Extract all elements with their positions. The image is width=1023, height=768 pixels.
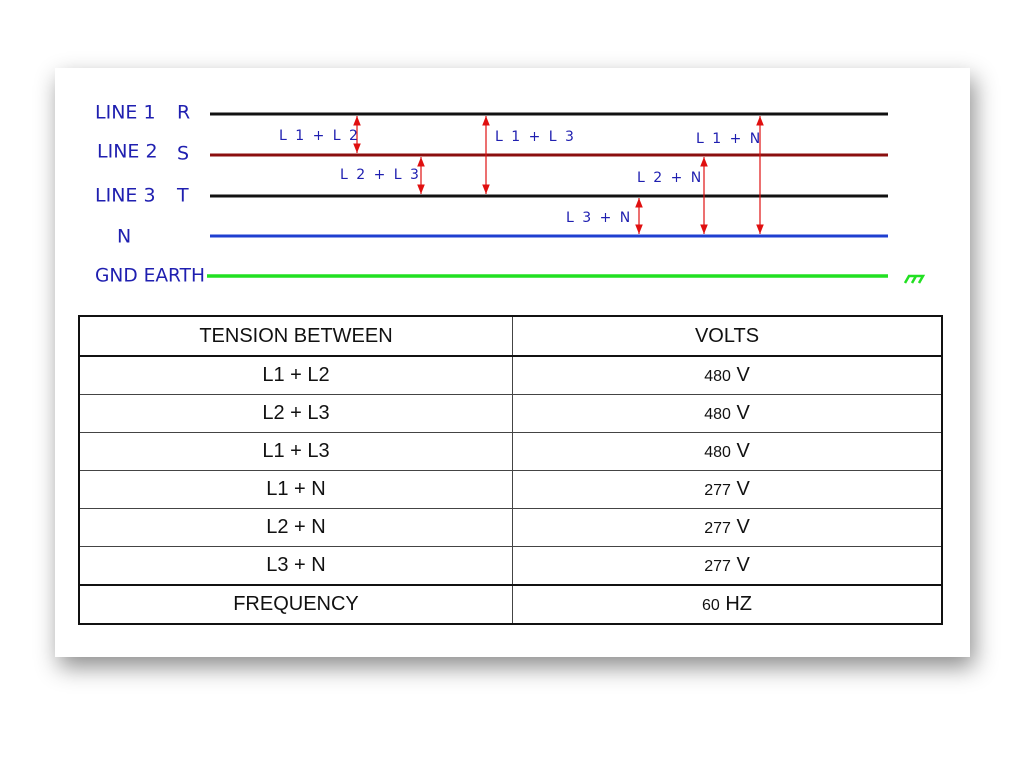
value-number: 277 bbox=[704, 558, 731, 575]
phase-label: S bbox=[177, 143, 189, 165]
label-cell: FREQUENCY bbox=[78, 584, 513, 625]
label-cell: L1 + N bbox=[78, 470, 513, 509]
label-cell: L1 + L3 bbox=[78, 432, 513, 471]
arrow-label: L 2 + L 3 bbox=[340, 167, 421, 183]
arrow-label: L 3 + N bbox=[566, 210, 632, 226]
value-cell: 480 V bbox=[512, 394, 943, 433]
label-cell: L1 + L2 bbox=[78, 355, 513, 395]
value-cell: 277 V bbox=[512, 546, 943, 586]
value-unit: HZ bbox=[725, 593, 753, 615]
table-row: L2 + N 277 V bbox=[78, 508, 943, 547]
value-unit: V bbox=[736, 554, 750, 576]
wiring-diagram: LINE 1 R LINE 2 S LINE 3 T N GND EARTH L… bbox=[95, 102, 926, 287]
value-number: 480 bbox=[704, 406, 731, 423]
arrow-label: L 1 + L 2 bbox=[279, 128, 360, 144]
value-unit: V bbox=[736, 364, 750, 386]
label-cell: L2 + L3 bbox=[78, 394, 513, 433]
value-cell: 480 V bbox=[512, 355, 943, 395]
phase-label: T bbox=[176, 185, 189, 207]
line-label: GND EARTH bbox=[95, 265, 205, 287]
table-row: FREQUENCY 60 HZ bbox=[78, 584, 943, 625]
ground-symbol bbox=[903, 274, 926, 284]
value-unit: V bbox=[736, 516, 750, 538]
value-unit: V bbox=[736, 478, 750, 500]
table-row: L1 + L2 480 V bbox=[78, 355, 943, 395]
line-label: LINE 3 bbox=[95, 185, 156, 207]
value-unit: V bbox=[736, 440, 750, 462]
value-number: 480 bbox=[704, 368, 731, 385]
arrow-label: L 1 + L 3 bbox=[495, 129, 576, 145]
table-row: L1 + N 277 V bbox=[78, 470, 943, 509]
header-cell: TENSION BETWEEN bbox=[78, 315, 513, 357]
line-label: LINE 1 bbox=[95, 102, 156, 124]
value-number: 60 bbox=[701, 597, 720, 614]
label-cell: L2 + N bbox=[78, 508, 513, 547]
table-row: L1 + L3 480 V bbox=[78, 432, 943, 471]
table-row: L3 + N 277 V bbox=[78, 546, 943, 586]
value-number: 277 bbox=[704, 482, 731, 499]
arrow-label: L 2 + N bbox=[637, 170, 703, 186]
value-cell: 60 HZ bbox=[512, 584, 943, 625]
phase-label: R bbox=[177, 102, 190, 124]
value-number: 277 bbox=[704, 520, 731, 537]
value-unit: V bbox=[736, 402, 750, 424]
value-cell: 480 V bbox=[512, 432, 943, 471]
value-cell: 277 V bbox=[512, 508, 943, 547]
arrow-label: L 1 + N bbox=[696, 131, 762, 147]
value-number: 480 bbox=[704, 444, 731, 461]
value-cell: 277 V bbox=[512, 470, 943, 509]
line-label: LINE 2 bbox=[97, 141, 158, 163]
header-row: TENSION BETWEEN VOLTS bbox=[78, 315, 943, 357]
label-cell: L3 + N bbox=[78, 546, 513, 586]
header-cell: VOLTS bbox=[512, 315, 943, 357]
line-label: N bbox=[117, 226, 131, 248]
tension-table: TENSION BETWEEN VOLTS L1 + L2 480 V L2 + L… bbox=[78, 315, 943, 625]
table-row: L2 + L3 480 V bbox=[78, 394, 943, 433]
